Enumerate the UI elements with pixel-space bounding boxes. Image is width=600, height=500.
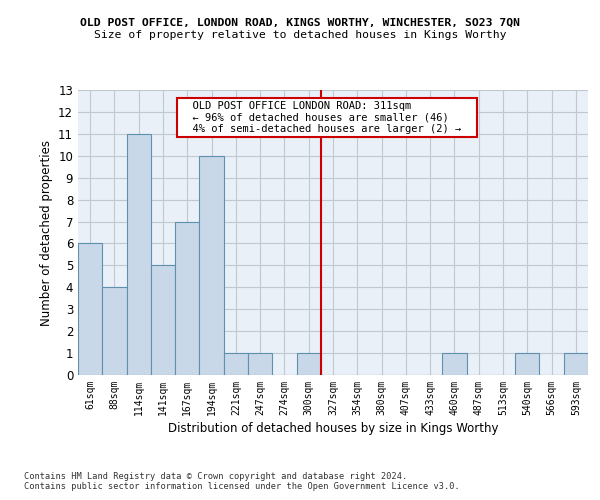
Bar [199, 156, 224, 375]
Text: Contains public sector information licensed under the Open Government Licence v3: Contains public sector information licen… [24, 482, 460, 491]
Bar [564, 353, 588, 375]
Text: OLD POST OFFICE, LONDON ROAD, KINGS WORTHY, WINCHESTER, SO23 7QN: OLD POST OFFICE, LONDON ROAD, KINGS WORT… [80, 18, 520, 28]
Bar [102, 288, 127, 375]
Bar [296, 353, 321, 375]
Text: Contains HM Land Registry data © Crown copyright and database right 2024.: Contains HM Land Registry data © Crown c… [24, 472, 407, 481]
Bar [442, 353, 467, 375]
Text: Size of property relative to detached houses in Kings Worthy: Size of property relative to detached ho… [94, 30, 506, 40]
X-axis label: Distribution of detached houses by size in Kings Worthy: Distribution of detached houses by size … [168, 422, 498, 435]
Bar [248, 353, 272, 375]
Bar [175, 222, 199, 375]
Bar [151, 266, 175, 375]
Bar [515, 353, 539, 375]
Text: OLD POST OFFICE LONDON ROAD: 311sqm  
  ← 96% of detached houses are smaller (46: OLD POST OFFICE LONDON ROAD: 311sqm ← 96… [180, 101, 474, 134]
Bar [78, 244, 102, 375]
Y-axis label: Number of detached properties: Number of detached properties [40, 140, 53, 326]
Bar [224, 353, 248, 375]
Bar [127, 134, 151, 375]
